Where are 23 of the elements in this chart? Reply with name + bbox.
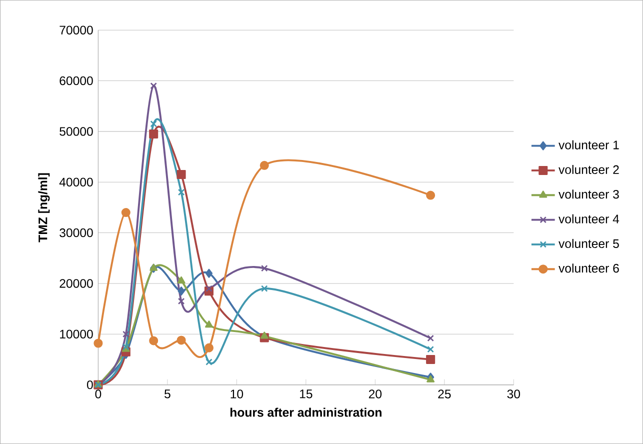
legend-label: volunteer 3 xyxy=(558,190,619,199)
x-tick-label: 0 xyxy=(95,390,102,398)
y-tick-label: 70000 xyxy=(60,26,93,34)
y-tick-label: 60000 xyxy=(60,76,93,86)
x-tick-label: 25 xyxy=(438,390,451,398)
y-tick-label: 20000 xyxy=(60,279,93,288)
legend-label: volunteer 4 xyxy=(558,214,620,224)
x-axis-title: hours after administration xyxy=(230,408,382,417)
y-tick-label: 40000 xyxy=(59,178,93,186)
y-axis-title: TMZ [ng/ml] xyxy=(38,173,50,242)
x-tick-label: 30 xyxy=(507,390,520,398)
x-tick-label: 15 xyxy=(300,390,312,398)
y-tick-label: 30000 xyxy=(60,228,93,238)
y-tick-label: 10000 xyxy=(60,330,93,338)
legend-label: volunteer 1 xyxy=(558,140,619,150)
legend-label: volunteer 6 xyxy=(558,264,619,273)
legend-label: volunteer 5 xyxy=(558,238,619,248)
x-tick-label: 20 xyxy=(368,390,382,398)
y-tick-label: 50000 xyxy=(60,127,93,136)
x-tick-label: 5 xyxy=(164,390,170,398)
y-tick-label: 0 xyxy=(86,380,93,390)
legend-label: volunteer 2 xyxy=(558,164,619,174)
x-tick-label: 10 xyxy=(230,390,244,398)
